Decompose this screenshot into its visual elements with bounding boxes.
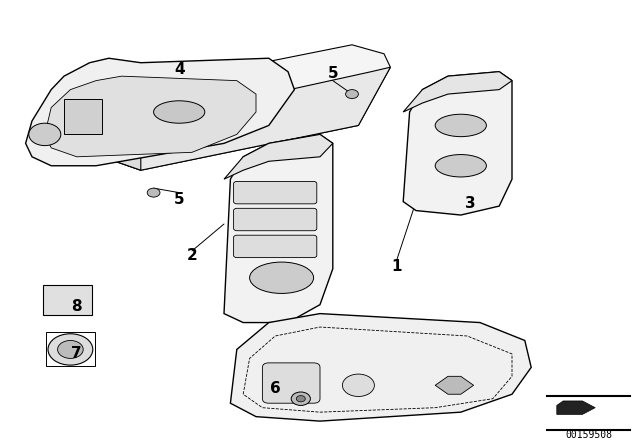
Polygon shape xyxy=(403,72,512,112)
Text: 5: 5 xyxy=(174,192,184,207)
Circle shape xyxy=(147,188,160,197)
Polygon shape xyxy=(26,58,294,166)
Text: 2: 2 xyxy=(187,248,197,263)
Text: 3: 3 xyxy=(465,196,476,211)
Ellipse shape xyxy=(435,114,486,137)
Circle shape xyxy=(48,334,93,365)
Text: 00159508: 00159508 xyxy=(565,430,612,439)
Polygon shape xyxy=(115,67,390,170)
Polygon shape xyxy=(557,401,595,414)
Circle shape xyxy=(346,90,358,99)
FancyBboxPatch shape xyxy=(234,181,317,204)
Polygon shape xyxy=(115,81,141,170)
Ellipse shape xyxy=(154,101,205,123)
Polygon shape xyxy=(403,72,512,215)
Text: 5: 5 xyxy=(328,66,338,82)
Circle shape xyxy=(291,392,310,405)
FancyBboxPatch shape xyxy=(64,99,102,134)
Text: 7: 7 xyxy=(72,346,82,362)
FancyBboxPatch shape xyxy=(234,208,317,231)
Polygon shape xyxy=(115,45,390,170)
Circle shape xyxy=(342,374,374,396)
Polygon shape xyxy=(435,376,474,394)
Text: 1: 1 xyxy=(392,259,402,274)
Circle shape xyxy=(29,123,61,146)
Text: 4: 4 xyxy=(174,62,184,77)
Text: 8: 8 xyxy=(72,299,82,314)
Text: 6: 6 xyxy=(270,381,280,396)
FancyBboxPatch shape xyxy=(234,235,317,258)
Ellipse shape xyxy=(435,155,486,177)
Polygon shape xyxy=(230,314,531,421)
Circle shape xyxy=(58,340,83,358)
FancyBboxPatch shape xyxy=(43,285,92,315)
Polygon shape xyxy=(45,76,256,157)
Circle shape xyxy=(296,396,305,402)
Polygon shape xyxy=(224,134,333,323)
Ellipse shape xyxy=(250,262,314,293)
FancyBboxPatch shape xyxy=(262,363,320,403)
Polygon shape xyxy=(224,134,333,179)
